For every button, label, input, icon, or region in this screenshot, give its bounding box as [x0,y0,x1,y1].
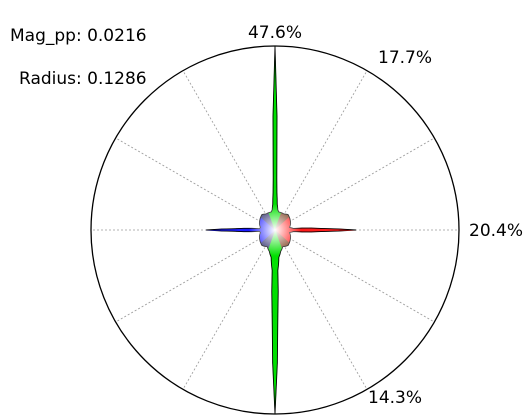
grid-spoke [115,137,276,231]
rose-shape [206,45,356,415]
grid-spoke [182,229,276,390]
mag-pp-label: Mag_pp: 0.0216 [10,26,147,46]
grid-spoke [182,70,276,231]
grid-spoke [274,70,368,231]
percent-label: 20.4% [469,221,523,241]
grid-spoke [115,229,276,323]
radius-label: Radius: 0.1286 [19,69,147,89]
rose-center-glow [249,204,301,256]
grid-spoke [274,229,435,323]
percent-label: 17.7% [378,48,432,68]
percent-labels: 47.6% 17.7% 20.4% 14.3% [248,23,523,408]
grid-spoke [274,137,435,231]
percent-label: 47.6% [248,23,302,43]
percent-label: 14.3% [368,388,422,408]
grid-spoke [274,229,368,390]
